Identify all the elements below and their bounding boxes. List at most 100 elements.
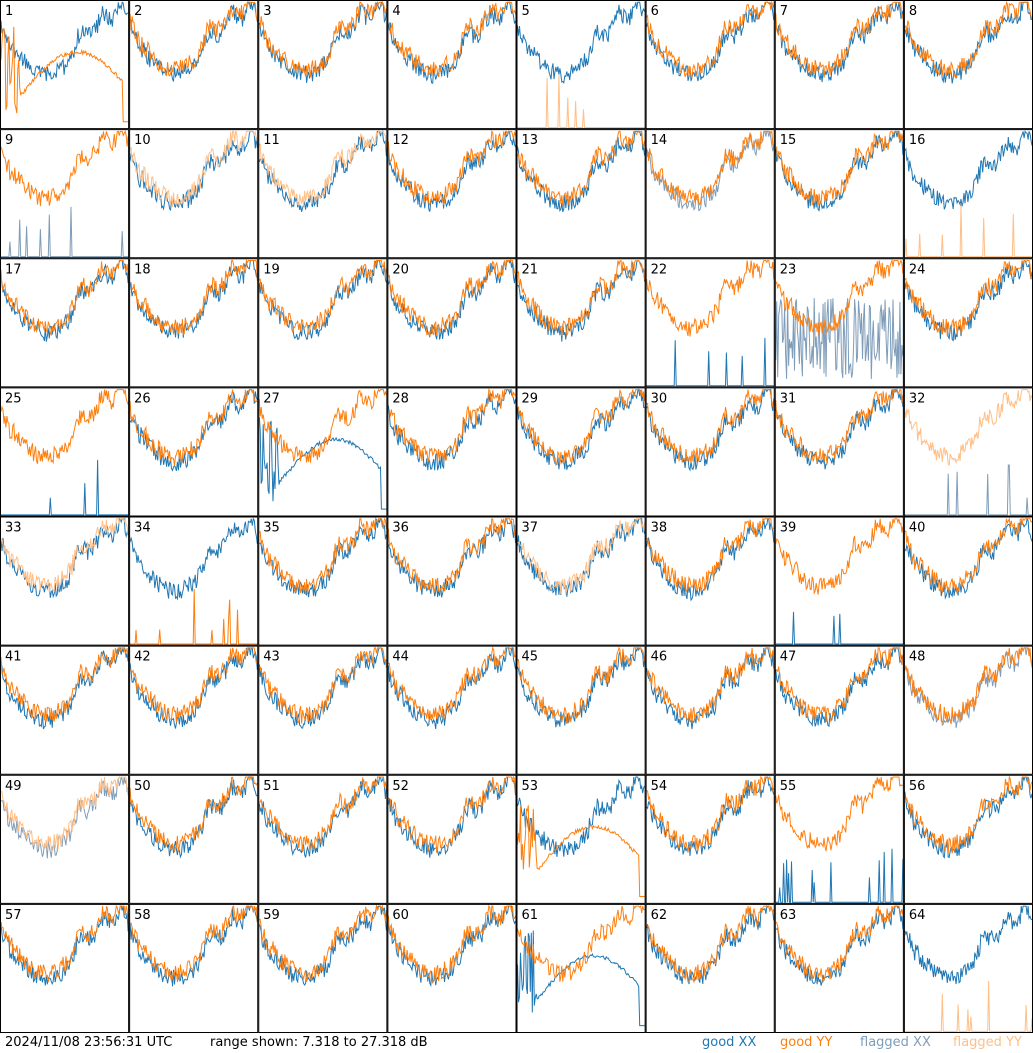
panel-4: 4 (387, 0, 517, 130)
panel-13: 13 (516, 129, 646, 259)
panel-49-xx-line (0, 776, 129, 859)
panel-44: 44 (387, 645, 517, 775)
panel-border (516, 774, 646, 904)
panel-16-xx-line (904, 130, 1033, 210)
panel-5: 5 (516, 0, 646, 130)
panel-42: 42 (129, 645, 259, 775)
panel-number: 33 (5, 521, 22, 536)
panel-5-yy-line (517, 74, 645, 128)
panel-border (903, 387, 1033, 517)
panel-number: 44 (392, 650, 409, 665)
panel-2-xx-line (129, 1, 258, 82)
panel-54: 54 (645, 774, 775, 904)
panel-border (774, 0, 904, 130)
panel-border (903, 645, 1033, 775)
panel-29-yy-line (517, 388, 646, 467)
panel-number: 10 (134, 133, 151, 148)
panel-64-yy-line (904, 980, 1033, 1032)
panel-53-yy-line (517, 805, 645, 897)
panel-number: 11 (263, 133, 280, 148)
panel-number: 17 (5, 262, 22, 277)
panel-number: 9 (5, 133, 13, 148)
panel-19: 19 (258, 258, 388, 388)
panel-border (774, 129, 904, 259)
panel-number: 55 (780, 779, 797, 794)
panel-2-yy-line (129, 1, 258, 77)
panel-border (387, 387, 517, 517)
panel-56-yy-line (904, 775, 1033, 854)
panel-number: 6 (651, 4, 659, 19)
panel-8: 8 (903, 0, 1033, 130)
panel-number: 37 (522, 521, 539, 536)
panel-39-xx-line (775, 611, 903, 645)
panel-number: 54 (651, 779, 668, 794)
panel-number: 16 (909, 133, 926, 148)
panel-17: 17 (0, 258, 130, 388)
panel-32-xx-line (904, 464, 1032, 516)
panel-57-xx-line (0, 905, 129, 986)
panel-border (258, 903, 388, 1033)
panel-56: 56 (903, 774, 1033, 904)
panel-31-yy-line (775, 389, 904, 464)
panel-number: 61 (522, 908, 539, 923)
legend-flagged-xx: flagged XX (860, 1035, 931, 1050)
panel-border (258, 0, 388, 130)
panel-30: 30 (645, 387, 775, 517)
panel-34-yy-line (130, 588, 258, 645)
panel-number: 34 (134, 521, 151, 536)
panel-number: 21 (522, 262, 539, 277)
panel-30-yy-line (646, 389, 775, 463)
panel-27-xx-line (258, 417, 387, 510)
panel-4-xx-line (387, 1, 516, 84)
panel-22-yy-line (646, 260, 775, 337)
panel-29-xx-line (517, 388, 645, 470)
panel-27: 27 (258, 387, 388, 517)
panel-3-yy-line (258, 0, 387, 78)
panel-number: 63 (780, 908, 797, 923)
panel-number: 4 (392, 4, 400, 19)
panel-number: 3 (263, 4, 271, 19)
panel-53: 53 (516, 774, 646, 904)
legend-good-yy: good YY (780, 1035, 833, 1050)
panel-49: 49 (0, 774, 130, 904)
panel-border (774, 774, 904, 904)
panel-41-yy-line (0, 647, 129, 722)
panel-25-yy-line (0, 389, 129, 465)
panel-border (516, 903, 646, 1033)
panel-number: 51 (263, 779, 280, 794)
panel-26: 26 (129, 387, 259, 517)
panel-25-xx-line (1, 459, 129, 516)
panel-36-yy-line (387, 518, 516, 594)
panel-number: 40 (909, 521, 926, 536)
panel-number: 7 (780, 4, 788, 19)
panel-border (516, 258, 646, 388)
panel-border (774, 258, 904, 388)
panel-number: 2 (134, 4, 142, 19)
panel-16-yy-line (904, 203, 1032, 258)
panel-10-yy-line (129, 130, 258, 207)
panel-number: 25 (5, 391, 22, 406)
panel-28: 28 (387, 387, 517, 517)
panel-42-yy-line (130, 647, 258, 723)
panel-12-yy-line (387, 129, 516, 207)
panel-27-yy-line (258, 388, 387, 463)
panel-6: 6 (645, 0, 775, 130)
panel-border (516, 0, 646, 130)
panel-53-xx-line (517, 776, 646, 857)
panel-number: 56 (909, 779, 926, 794)
panel-26-yy-line (129, 389, 258, 466)
panel-number: 28 (392, 391, 409, 406)
panel-31: 31 (774, 387, 904, 517)
panel-number: 32 (909, 391, 926, 406)
panel-8-yy-line (904, 0, 1033, 78)
panel-border (258, 774, 388, 904)
panel-37-yy-line (517, 518, 646, 595)
panel-4-yy-line (387, 1, 516, 77)
panel-border (645, 129, 775, 259)
panel-border (129, 774, 259, 904)
panel-37: 37 (516, 516, 646, 646)
panel-57-yy-line (0, 904, 129, 983)
panel-58: 58 (129, 903, 259, 1033)
panel-35-yy-line (259, 516, 387, 595)
panel-border (774, 903, 904, 1033)
